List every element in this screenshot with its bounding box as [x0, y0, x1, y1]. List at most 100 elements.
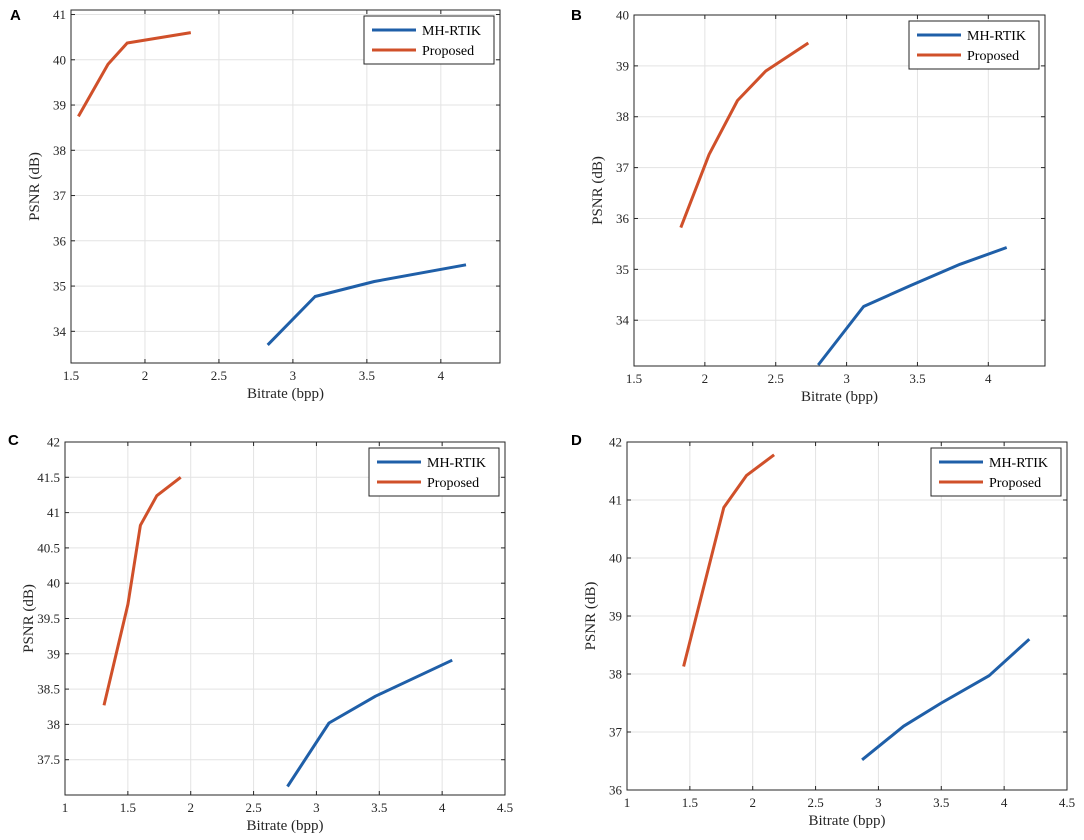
- y-tick-label: 40: [609, 551, 622, 566]
- y-tick-label: 36: [616, 211, 630, 226]
- x-tick-label: 2.5: [768, 371, 784, 386]
- y-tick-label: 42: [609, 435, 622, 450]
- y-tick-label: 38: [53, 143, 66, 158]
- x-tick-label: 3.5: [933, 795, 949, 810]
- y-axis-label: PSNR (dB): [583, 582, 599, 651]
- x-tick-label: 3.5: [909, 371, 925, 386]
- legend-box: [363, 15, 495, 65]
- y-tick-label: 37: [53, 188, 67, 203]
- grid: [71, 10, 500, 363]
- panel-letter: D: [571, 432, 582, 449]
- legend-label: MH-RTIK: [427, 456, 486, 471]
- y-tick-label: 42: [47, 435, 60, 450]
- x-tick-label: 2: [187, 800, 194, 815]
- panel-letter: B: [571, 7, 582, 24]
- panel-letter: C: [8, 432, 19, 449]
- x-tick-label: 2: [142, 368, 149, 383]
- x-tick-label: 1: [624, 795, 631, 810]
- grid: [65, 442, 505, 795]
- x-tick-label: 1.5: [120, 800, 136, 815]
- chart-panel-a: 1.5 2 2.5 3 3.5 4 34 35 36 37 38 39 40 41 Bitrate (bpp…: [10, 7, 501, 402]
- chart-panel-c: 1 1.5 2 2.5 3 3.5 4 4.5 37.5 38 38.5 39 39.5 40 40.5 41…: [8, 432, 513, 834]
- series-line-proposed: [77, 31, 192, 118]
- x-tick-label: 2.5: [807, 795, 823, 810]
- y-tick-label: 39: [53, 98, 66, 113]
- grid: [627, 442, 1067, 790]
- legend-box: [368, 447, 500, 497]
- x-tick-label: 4: [439, 800, 446, 815]
- plot-area: [634, 15, 1045, 366]
- y-tick-label: 39: [609, 609, 622, 624]
- legend: MH-RTIK Proposed: [930, 447, 1062, 497]
- x-tick-label: 4: [1001, 795, 1008, 810]
- x-tick-label: 2.5: [245, 800, 261, 815]
- chart-panel-b: 1.5 2 2.5 3 3.5 4 34 35 36 37 38 39 40 Bitrate (bpp) P…: [571, 7, 1046, 405]
- plot-area: [71, 10, 500, 363]
- y-tick-label: 40: [47, 576, 60, 591]
- series-line-proposed: [682, 453, 776, 667]
- legend-label: Proposed: [967, 49, 1019, 64]
- y-tick-label: 41: [47, 505, 60, 520]
- legend: MH-RTIK Proposed: [908, 20, 1040, 70]
- legend-label: MH-RTIK: [967, 29, 1026, 44]
- y-tick-label: 39: [616, 58, 629, 73]
- x-tick-label: 4: [985, 371, 992, 386]
- axes-box: [633, 14, 1046, 367]
- x-tick-label: 1.5: [63, 368, 79, 383]
- x-tick-label: 1.5: [682, 795, 698, 810]
- y-tick-label: 41.5: [37, 470, 60, 485]
- y-tick-label: 40: [616, 8, 629, 23]
- x-tick-label: 1.5: [626, 371, 642, 386]
- series-line-proposed: [679, 41, 810, 229]
- x-tick-label: 4: [438, 368, 445, 383]
- y-axis-label: PSNR (dB): [21, 584, 37, 653]
- series-line-mh-rtik: [817, 246, 1008, 366]
- x-tick-label: 3: [843, 371, 850, 386]
- x-tick-label: 3.5: [359, 368, 375, 383]
- y-tick-label: 35: [53, 279, 66, 294]
- y-tick-label: 36: [53, 233, 67, 248]
- series-line-proposed: [102, 476, 182, 706]
- chart-panel-d: 1 1.5 2 2.5 3 3.5 4 4.5 36 37 38 39 40 41 42 Bitrate (b…: [571, 432, 1075, 829]
- x-tick-label: 3: [290, 368, 297, 383]
- x-tick-label: 4.5: [497, 800, 513, 815]
- y-tick-label: 41: [53, 7, 66, 22]
- y-tick-label: 38.5: [37, 682, 60, 697]
- x-axis-label: Bitrate (bpp): [246, 818, 323, 834]
- x-tick-label: 3: [313, 800, 320, 815]
- legend-label: MH-RTIK: [422, 24, 481, 39]
- x-tick-label: 2: [749, 795, 756, 810]
- y-tick-label: 39: [47, 646, 60, 661]
- legend-label: MH-RTIK: [989, 456, 1048, 471]
- y-tick-label: 38: [616, 109, 629, 124]
- y-tick-label: 34: [616, 313, 630, 328]
- y-tick-label: 35: [616, 262, 629, 277]
- legend-label: Proposed: [422, 44, 474, 59]
- y-tick-label: 38: [609, 667, 622, 682]
- legend: MH-RTIK Proposed: [363, 15, 495, 65]
- y-tick-label: 39.5: [37, 611, 60, 626]
- x-axis-label: Bitrate (bpp): [801, 389, 878, 405]
- axes-box: [70, 9, 501, 364]
- legend-label: Proposed: [427, 476, 479, 491]
- y-tick-label: 40.5: [37, 540, 60, 555]
- x-tick-label: 2: [702, 371, 709, 386]
- y-tick-label: 41: [609, 493, 622, 508]
- x-axis-label: Bitrate (bpp): [247, 386, 324, 402]
- legend: MH-RTIK Proposed: [368, 447, 500, 497]
- legend-box: [908, 20, 1040, 70]
- legend-box: [930, 447, 1062, 497]
- x-tick-label: 3: [875, 795, 882, 810]
- series-line-mh-rtik: [266, 263, 467, 346]
- y-tick-label: 37: [609, 725, 623, 740]
- x-axis-label: Bitrate (bpp): [808, 813, 885, 829]
- y-tick-label: 37: [616, 160, 630, 175]
- y-axis-label: PSNR (dB): [27, 152, 43, 221]
- x-tick-label: 2.5: [211, 368, 227, 383]
- y-tick-label: 34: [53, 324, 67, 339]
- x-tick-label: 3.5: [371, 800, 387, 815]
- legend-label: Proposed: [989, 476, 1041, 491]
- y-tick-label: 36: [609, 783, 623, 798]
- series-line-mh-rtik: [861, 638, 1031, 761]
